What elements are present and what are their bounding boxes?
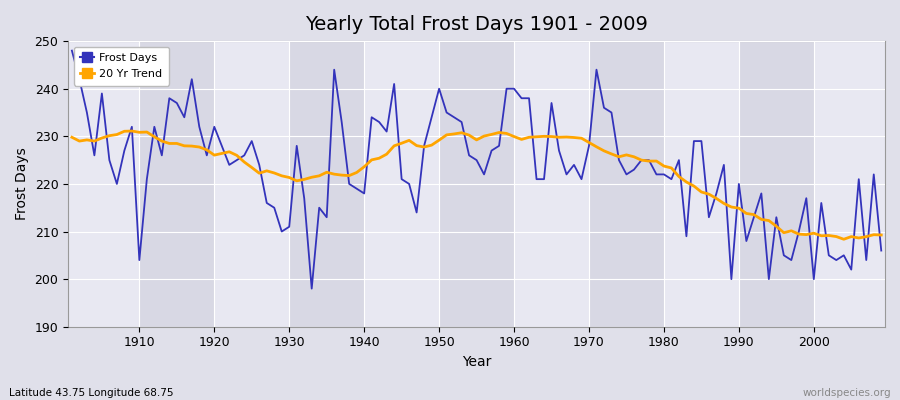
- Text: Latitude 43.75 Longitude 68.75: Latitude 43.75 Longitude 68.75: [9, 388, 174, 398]
- Title: Yearly Total Frost Days 1901 - 2009: Yearly Total Frost Days 1901 - 2009: [305, 15, 648, 34]
- Bar: [514, 41, 589, 327]
- Bar: [214, 41, 289, 327]
- Bar: [140, 41, 214, 327]
- Bar: [65, 41, 140, 327]
- Legend: Frost Days, 20 Yr Trend: Frost Days, 20 Yr Trend: [74, 47, 169, 86]
- Bar: [739, 41, 814, 327]
- Bar: [364, 41, 439, 327]
- Bar: [589, 41, 664, 327]
- Bar: [664, 41, 739, 327]
- Bar: [439, 41, 514, 327]
- X-axis label: Year: Year: [462, 355, 491, 369]
- Y-axis label: Frost Days: Frost Days: [15, 148, 29, 220]
- Bar: [888, 41, 900, 327]
- Text: worldspecies.org: worldspecies.org: [803, 388, 891, 398]
- Bar: [814, 41, 888, 327]
- Bar: [289, 41, 365, 327]
